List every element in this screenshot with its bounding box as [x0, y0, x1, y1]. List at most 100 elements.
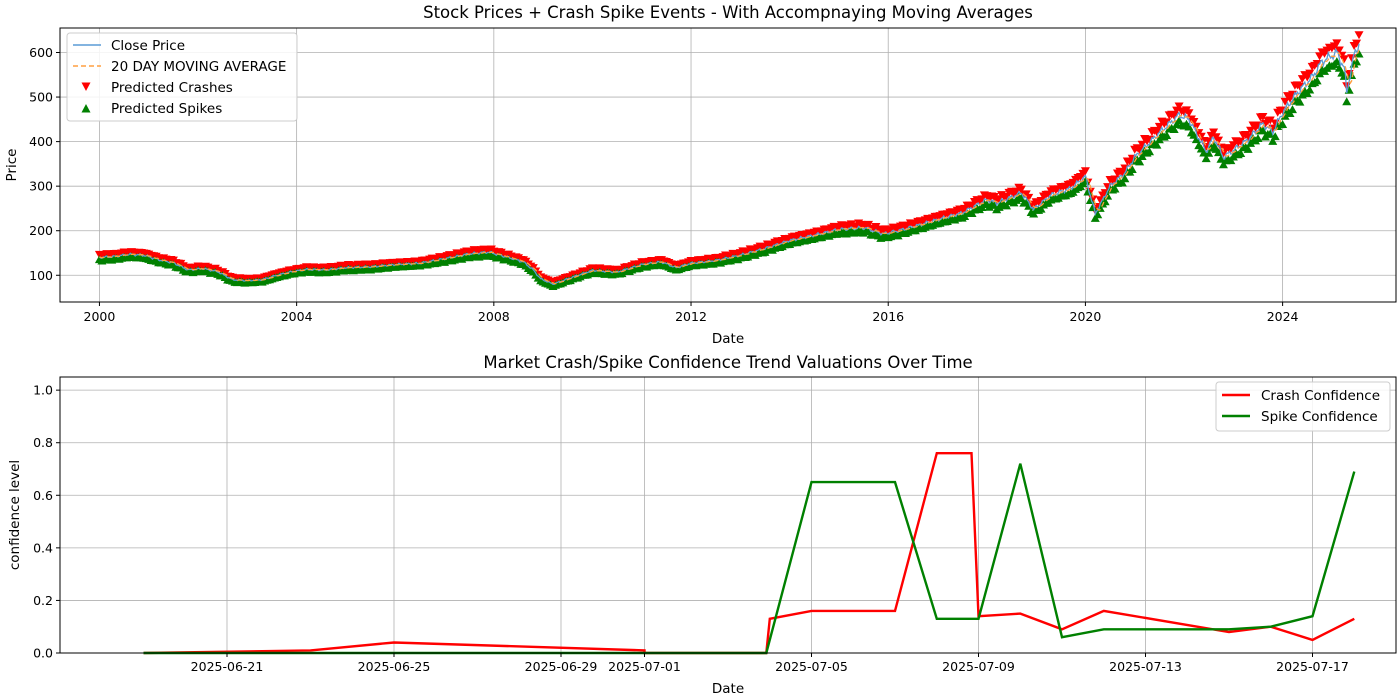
- spike-marker: [1191, 135, 1201, 144]
- spike-marker: [1204, 148, 1214, 157]
- spike-marker: [1137, 151, 1147, 160]
- confidence-chart-title: Market Crash/Spike Confidence Trend Valu…: [483, 353, 972, 372]
- spike-marker: [1352, 57, 1362, 66]
- legend-crash-marker-icon: [81, 82, 91, 91]
- price-legend-box: [66, 32, 298, 122]
- price-chart-legend: Close Price 20 DAY MOVING AVERAGE Predic…: [66, 32, 298, 122]
- crash-marker: [1332, 39, 1342, 48]
- price-y-tick-label: 100: [29, 268, 53, 283]
- predicted-spikes-series: [94, 49, 1364, 291]
- price-y-tick-label: 400: [29, 134, 53, 149]
- spike-marker: [1342, 97, 1352, 106]
- spike-marker: [1295, 97, 1305, 106]
- spike-marker: [1339, 71, 1349, 80]
- crash-marker: [1236, 137, 1246, 146]
- crash-marker: [1312, 60, 1322, 69]
- spike-marker: [1162, 131, 1172, 140]
- confidence-x-tick-label: 2025-07-05: [775, 659, 848, 674]
- confidence-chart-legend: Crash Confidence Spike Confidence: [1215, 381, 1391, 432]
- price-x-tick-label: 2020: [1070, 309, 1102, 324]
- price-x-tick-label: 2016: [872, 309, 904, 324]
- crash-marker: [1339, 55, 1349, 64]
- legend-crash-label: Predicted Crashes: [111, 80, 233, 96]
- spike-marker: [1184, 122, 1194, 131]
- confidence-x-tick-label: 2025-07-09: [942, 659, 1015, 674]
- price-x-tick-label: 2024: [1267, 309, 1299, 324]
- crash-marker: [1265, 116, 1275, 125]
- legend-spike-label: Predicted Spikes: [111, 101, 222, 117]
- spike-marker: [1332, 57, 1342, 66]
- spike-marker: [1347, 71, 1357, 80]
- legend-ma-label: 20 DAY MOVING AVERAGE: [111, 59, 286, 75]
- confidence-y-tick-label: 0.2: [33, 593, 53, 608]
- confidence-x-tick-label: 2025-06-29: [525, 659, 598, 674]
- crash-marker: [1258, 113, 1268, 122]
- crash-marker: [1209, 128, 1219, 137]
- price-chart-frame: [59, 27, 1397, 303]
- price-x-tick-label: 2004: [281, 309, 313, 324]
- spike-marker: [1214, 148, 1224, 157]
- crash-marker: [1135, 146, 1145, 155]
- spike-marker: [1278, 119, 1288, 128]
- crash-marker: [1152, 128, 1162, 137]
- spike-marker: [1270, 132, 1280, 141]
- crash-confidence-line: [143, 452, 1355, 655]
- confidence-chart-ylabel: confidence level: [7, 460, 23, 570]
- confidence-y-tick-label: 0.0: [33, 646, 53, 661]
- spike-marker: [1154, 135, 1164, 144]
- spike-marker: [1287, 105, 1297, 114]
- crash-marker: [1243, 133, 1253, 142]
- legend-spike-marker-icon: [81, 104, 91, 113]
- confidence-y-tick-label: 0.8: [33, 435, 53, 450]
- confidence-chart-ticks: 2025-06-21 2025-06-25 2025-06-29 2025-07-01…: [33, 383, 1349, 674]
- crash-marker: [1334, 46, 1344, 55]
- spike-marker: [1268, 136, 1278, 145]
- spike-marker: [1002, 201, 1012, 210]
- spike-marker: [1145, 147, 1155, 156]
- spike-marker: [1117, 178, 1127, 187]
- spike-marker: [1036, 204, 1046, 213]
- crash-marker: [1174, 102, 1184, 111]
- spike-marker: [1152, 140, 1162, 149]
- legend-close-label: Close Price: [111, 38, 185, 54]
- spike-marker: [1243, 144, 1253, 153]
- spike-marker: [1110, 184, 1120, 193]
- crash-marker: [1214, 136, 1224, 145]
- price-chart-panel: Stock Prices + Crash Spike Events - With…: [4, 3, 1397, 347]
- spike-marker: [1305, 85, 1315, 94]
- crash-marker: [1080, 167, 1090, 176]
- price-chart-xlabel: Date: [712, 331, 744, 347]
- confidence-y-tick-label: 1.0: [33, 383, 53, 398]
- price-chart-ticks: 2000 2004 2008 2012 2016 2020 2024 100 200 300 400…: [29, 45, 1298, 324]
- spike-marker: [1246, 138, 1256, 147]
- confidence-x-tick-label: 2025-06-25: [358, 659, 431, 674]
- price-x-tick-label: 2012: [675, 309, 707, 324]
- price-y-tick-label: 300: [29, 179, 53, 194]
- confidence-legend-box: [1215, 381, 1391, 432]
- price-y-tick-label: 600: [29, 45, 53, 60]
- price-chart-plot-area: [94, 31, 1364, 291]
- crash-marker: [1137, 140, 1147, 149]
- spike-marker: [1201, 154, 1211, 163]
- spike-marker: [1127, 165, 1137, 174]
- spike-marker: [1236, 149, 1246, 158]
- confidence-x-tick-label: 2025-07-13: [1109, 659, 1182, 674]
- crash-marker: [1016, 185, 1026, 194]
- spike-marker: [1354, 49, 1364, 58]
- crash-marker: [1280, 97, 1290, 106]
- price-chart-title: Stock Prices + Crash Spike Events - With…: [423, 3, 1033, 22]
- spike-marker: [1253, 133, 1263, 142]
- price-x-tick-label: 2000: [84, 309, 116, 324]
- crash-marker: [989, 193, 999, 202]
- crash-marker: [1162, 118, 1172, 127]
- crash-marker: [1295, 82, 1305, 91]
- price-y-tick-label: 500: [29, 90, 53, 105]
- price-x-tick-label: 2008: [478, 309, 510, 324]
- confidence-x-tick-label: 2025-07-17: [1276, 659, 1349, 674]
- crash-marker: [1189, 118, 1199, 127]
- spike-marker: [1135, 157, 1145, 166]
- confidence-chart-plot-area: [143, 452, 1356, 655]
- confidence-chart-panel: Market Crash/Spike Confidence Trend Valu…: [7, 353, 1397, 697]
- confidence-chart-xlabel: Date: [712, 681, 744, 697]
